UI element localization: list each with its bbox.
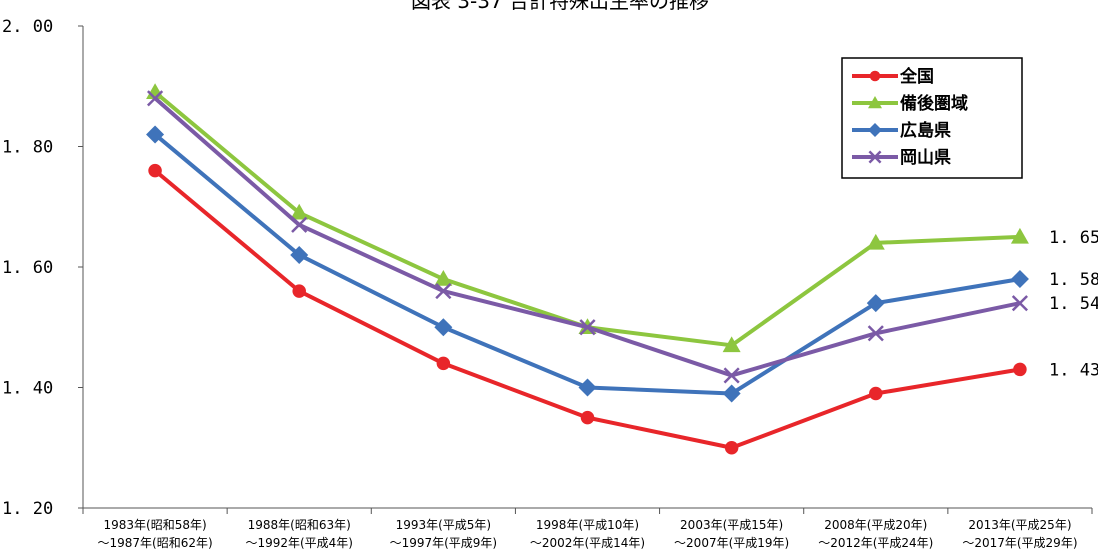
data-point [290,245,309,264]
data-point [292,284,306,298]
data-point [579,319,596,336]
data-point [868,123,882,137]
y-tick-label: 1. 60 [2,258,53,278]
x-tick-label: ～2002年(平成14年) [530,536,645,550]
data-point [1010,227,1029,244]
x-marker-stroke [291,216,308,233]
legend-label: 岡山県 [900,148,951,168]
x-tick-label: ～1997年(平成9年) [390,536,498,550]
data-point [148,163,162,178]
x-tick-label: 2008年(平成20年) [824,518,927,532]
data-point [580,410,595,425]
y-tick-label: 1. 40 [2,379,53,399]
end-labels: 1. 43 1. 65 1. 58 1. 54 [1049,228,1098,381]
x-tick-label: 1983年(昭和58年) [103,518,206,532]
axes: 1. 20 1. 40 1. 60 1. 80 2. 00 1983年(昭和58年) ～19… [2,17,1093,550]
x-marker-stroke [579,319,596,336]
data-point [724,441,739,455]
series-3 [146,90,1029,384]
data-point [868,150,882,164]
legend-label: 全国 [899,66,934,87]
data-point [1011,295,1029,312]
x-tick-label: ～1992年(平成4年) [245,536,353,550]
series-0 [148,163,1027,455]
y-tick-label: 1. 80 [2,138,53,158]
data-point [435,283,452,300]
data-point [578,378,597,397]
x-marker-stroke [146,90,164,107]
data-point [1013,362,1027,377]
data-point [291,216,308,233]
x-marker-stroke [1011,295,1029,312]
data-point [434,270,453,286]
series-2 [146,125,1029,403]
x-tick-label: 1993年(平成5年) [396,518,492,532]
data-point [868,96,882,109]
data-point [867,325,884,342]
data-point [722,384,741,403]
end-value-label: 1. 43 [1049,360,1098,380]
data-point [866,294,885,313]
data-point [723,367,740,384]
data-point [869,70,881,82]
data-point [1010,270,1029,289]
x-tick-label: 1988年(昭和63年) [248,518,351,532]
x-marker-stroke [867,325,884,342]
end-value-label: 1. 65 [1049,228,1098,248]
legend-label: 広島県 [900,120,951,141]
x-tick-label: 1998年(平成10年) [536,518,639,532]
x-tick-label: ～2012年(平成24年) [818,536,933,550]
chart-title: 図表 3-37 合計特殊出生率の推移 [411,0,709,13]
data-point [146,90,164,107]
x-tick-label: 2003年(平成15年) [680,518,783,532]
y-tick-label: 2. 00 [2,17,53,37]
data-point [436,356,451,371]
x-marker-stroke [868,150,882,164]
data-point [869,386,883,401]
end-value-label: 1. 54 [1049,294,1098,314]
y-tick-label: 1. 20 [2,499,53,519]
x-tick-label: ～2017年(平成29年) [962,536,1077,550]
series-layer: 1. 43 1. 65 1. 58 1. 54 [146,83,1098,455]
data-point [146,125,165,144]
legend-label: 備後圏域 [900,93,968,114]
x-tick-label: 2013年(平成25年) [968,518,1071,532]
end-value-label: 1. 58 [1049,270,1098,290]
data-point [434,318,453,337]
data-point [290,203,309,220]
x-tick-label: ～2007年(平成19年) [674,536,789,550]
x-marker-stroke [723,367,740,384]
data-point [722,336,741,353]
x-tick-label: ～1987年(昭和62年) [97,536,212,550]
x-marker-stroke [435,283,452,300]
data-point [866,233,885,250]
